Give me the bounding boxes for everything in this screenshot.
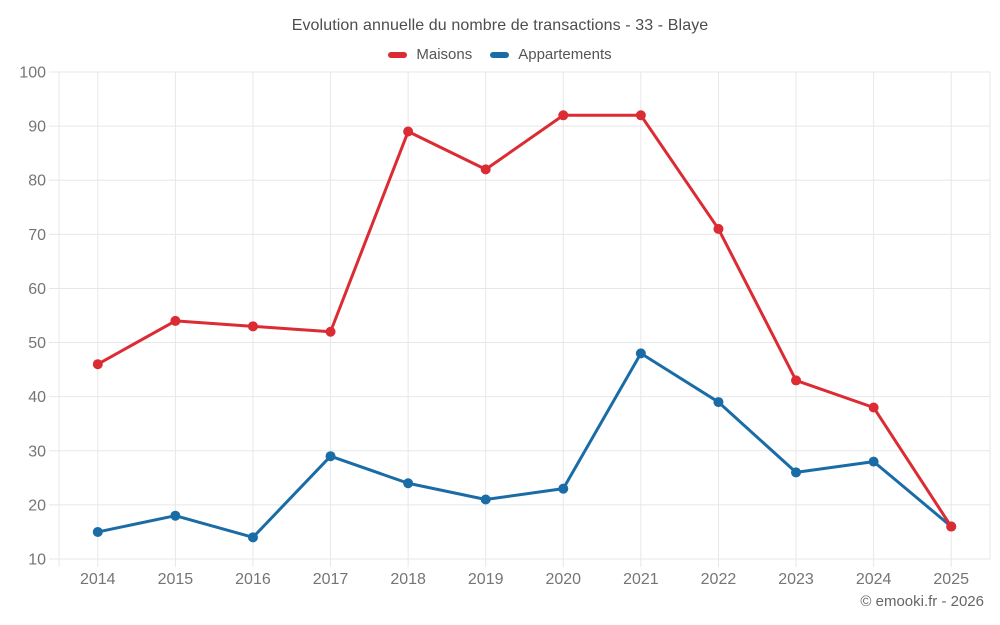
y-tick-label: 70 — [28, 227, 46, 244]
y-tick-label: 30 — [28, 443, 46, 460]
data-point-maisons-2015[interactable] — [170, 315, 181, 326]
x-tick-label: 2023 — [778, 571, 814, 588]
chart-title: Evolution annuelle du nombre de transact… — [291, 17, 709, 34]
legend-item-appartements[interactable]: Appartements — [490, 46, 612, 63]
maisons-legend-swatch-icon — [388, 51, 408, 58]
x-tick-label: 2017 — [313, 571, 349, 588]
data-point-maisons-2025[interactable] — [946, 521, 957, 532]
data-point-appartements-2015[interactable] — [170, 510, 181, 521]
x-tick-label: 2014 — [80, 571, 116, 588]
legend-label-maisons: Maisons — [416, 46, 473, 63]
x-tick-label: 2024 — [856, 571, 892, 588]
series-maisons — [92, 110, 957, 532]
series-line-appartements — [96, 351, 953, 539]
x-tick-label: 2018 — [390, 571, 426, 588]
chart-legend: Maisons Appartements — [0, 46, 1000, 63]
data-point-maisons-2014[interactable] — [92, 359, 103, 370]
x-tick-label: 2020 — [545, 571, 581, 588]
data-point-maisons-2019[interactable] — [480, 164, 491, 175]
series-line-maisons — [96, 113, 953, 529]
x-axis-labels: 2014 2015 2016 2017 2018 2019 2020 2021 2022 2023… — [80, 571, 969, 588]
data-point-appartements-2014[interactable] — [92, 526, 103, 537]
data-point-appartements-2024[interactable] — [868, 456, 879, 467]
x-tick-label: 2025 — [933, 571, 969, 588]
data-point-appartements-2023[interactable] — [791, 467, 802, 478]
copyright-text: © emooki.fr - 2026 — [860, 593, 984, 610]
y-tick-label: 80 — [28, 173, 46, 190]
data-point-maisons-2023[interactable] — [791, 375, 802, 386]
x-tick-label: 2016 — [235, 571, 271, 588]
data-point-appartements-2021[interactable] — [635, 348, 646, 359]
data-point-maisons-2022[interactable] — [713, 223, 724, 234]
data-point-maisons-2021[interactable] — [635, 110, 646, 121]
y-tick-label: 20 — [28, 497, 46, 514]
data-point-maisons-2016[interactable] — [247, 321, 258, 332]
data-point-appartements-2020[interactable] — [558, 483, 569, 494]
x-tick-label: 2015 — [158, 571, 194, 588]
data-point-maisons-2020[interactable] — [558, 110, 569, 121]
legend-label-appartements: Appartements — [518, 46, 612, 63]
data-point-maisons-2024[interactable] — [868, 402, 879, 413]
y-tick-label: 100 — [19, 65, 46, 82]
y-axis-labels: 10 20 30 40 50 60 70 80 90 100 — [19, 65, 46, 569]
data-point-maisons-2018[interactable] — [403, 126, 414, 137]
y-tick-label: 60 — [28, 281, 46, 298]
x-tick-label: 2022 — [701, 571, 737, 588]
x-tick-label: 2019 — [468, 571, 504, 588]
legend-item-maisons[interactable]: Maisons — [388, 46, 472, 63]
data-point-maisons-2017[interactable] — [325, 326, 336, 337]
data-point-appartements-2019[interactable] — [480, 494, 491, 505]
data-point-appartements-2018[interactable] — [403, 478, 414, 489]
data-point-appartements-2016[interactable] — [247, 532, 258, 543]
y-tick-label: 90 — [28, 119, 46, 136]
data-point-appartements-2017[interactable] — [325, 451, 336, 462]
data-point-appartements-2022[interactable] — [713, 397, 724, 408]
y-tick-label: 50 — [28, 335, 46, 352]
y-tick-label: 40 — [28, 389, 46, 406]
y-tick-label: 10 — [28, 552, 46, 569]
appartements-legend-swatch-icon — [490, 51, 510, 58]
series-appartements — [92, 348, 957, 543]
x-tick-label: 2021 — [623, 571, 659, 588]
y-gridlines — [49, 71, 990, 560]
